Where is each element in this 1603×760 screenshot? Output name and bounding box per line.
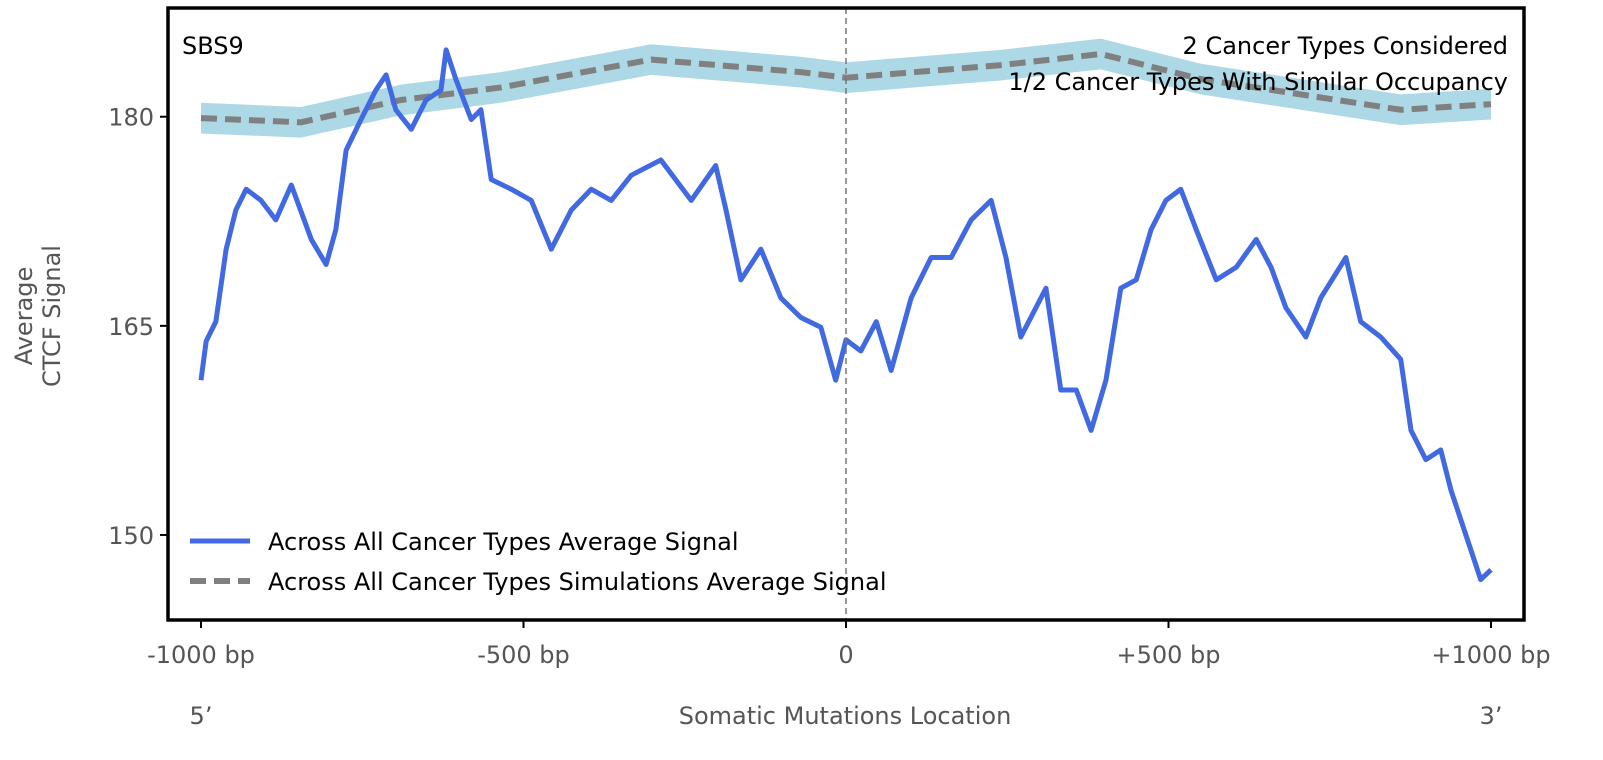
y-tick-label: 150 [108,522,154,550]
series-layer [198,47,1493,583]
annotation-similar-occupancy: 1/2 Cancer Types With Similar Occupancy [1008,68,1508,96]
y-axis-label-line2: CTCF Signal [38,245,66,387]
x-tick-label: -500 bp [477,641,570,669]
x-tick-label: -1000 bp [147,641,255,669]
x-tick-label: +1000 bp [1431,641,1550,669]
series-line-simulated [200,50,1492,126]
series-line-observed [198,47,1493,583]
annotation-cancer-types: 2 Cancer Types Considered [1183,32,1508,60]
x-axis-ticks: -1000 bp -500 bp 0 +500 bp +1000 bp [147,620,1551,669]
legend-label-observed: Across All Cancer Types Average Signal [268,528,739,556]
x-axis-label: Somatic Mutations Location [679,702,1012,730]
y-axis-ticks: 180 165 150 [108,104,168,550]
x-axis-5prime-label: 5’ [190,702,213,730]
legend: Across All Cancer Types Average Signal A… [190,528,887,596]
legend-label-simulated: Across All Cancer Types Simulations Aver… [268,568,887,596]
x-tick-label: +500 bp [1116,641,1220,669]
y-axis-label-line1: Average [10,267,38,366]
y-tick-label: 180 [108,104,154,132]
y-tick-label: 165 [108,313,154,341]
x-axis-3prime-label: 3’ [1480,702,1503,730]
x-tick-label: 0 [838,641,853,669]
chart-title: SBS9 [182,32,244,60]
